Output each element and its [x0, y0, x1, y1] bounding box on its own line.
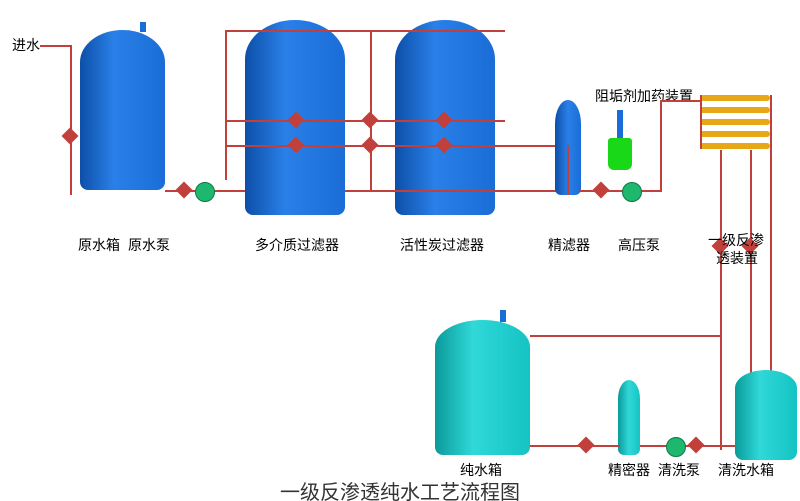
pipe — [370, 30, 372, 190]
valve-icon — [62, 128, 79, 145]
pipe — [660, 100, 662, 192]
valve-icon — [578, 437, 595, 454]
pure-tank-vent — [500, 310, 506, 322]
pipe — [700, 95, 702, 149]
multi-filter-label: 多介质过滤器 — [255, 235, 339, 255]
hp-pump-label: 高压泵 — [618, 235, 660, 255]
raw-water-pump — [195, 182, 215, 202]
pipe — [225, 30, 505, 32]
valve-icon — [176, 182, 193, 199]
pipe — [225, 30, 227, 180]
precision-label: 精密器 — [608, 460, 650, 480]
dosing-stem — [617, 110, 623, 140]
raw-tank-vent — [140, 22, 146, 32]
carbon-filter-label: 活性炭过滤器 — [400, 235, 484, 255]
wash-water-tank — [735, 370, 797, 460]
fine-filter-label: 精滤器 — [548, 235, 590, 255]
valve-icon — [593, 182, 610, 199]
pure-water-tank — [435, 320, 530, 455]
ro-label-2: 透装置 — [716, 248, 758, 268]
diagram-title: 一级反渗透纯水工艺流程图 — [280, 476, 520, 501]
pipe — [530, 335, 722, 337]
pipe-inlet — [40, 45, 72, 47]
antiscalant-label: 阻垢剂加药装置 — [595, 86, 693, 106]
valve-icon — [362, 112, 379, 129]
ro-membrane — [700, 119, 770, 125]
inlet-label: 进水 — [12, 35, 40, 55]
raw-water-tank — [80, 30, 165, 190]
valve-icon — [362, 137, 379, 154]
wash-pump-label: 清洗泵 — [658, 460, 700, 480]
chemical-tank — [608, 138, 632, 170]
pipe — [660, 100, 700, 102]
raw-tank-label: 原水箱 — [78, 235, 120, 255]
pipe — [567, 145, 569, 195]
raw-pump-label: 原水泵 — [128, 235, 170, 255]
high-pressure-pump — [622, 182, 642, 202]
pipe-inlet-down — [70, 45, 72, 195]
valve-icon — [688, 437, 705, 454]
process-diagram: 进水 阻垢剂加药装置 — [0, 0, 800, 501]
wash-tank-label: 清洗水箱 — [718, 460, 774, 480]
pipe — [530, 445, 620, 447]
ro-membrane — [700, 143, 770, 149]
precision-filter — [618, 380, 640, 455]
ro-membrane — [700, 95, 770, 101]
wash-pump-icon — [666, 437, 686, 457]
ro-membrane — [700, 131, 770, 137]
ro-membrane — [700, 107, 770, 113]
pipe — [225, 145, 575, 147]
pipe — [720, 150, 722, 450]
ro-label-1: 一级反渗 — [708, 230, 764, 250]
